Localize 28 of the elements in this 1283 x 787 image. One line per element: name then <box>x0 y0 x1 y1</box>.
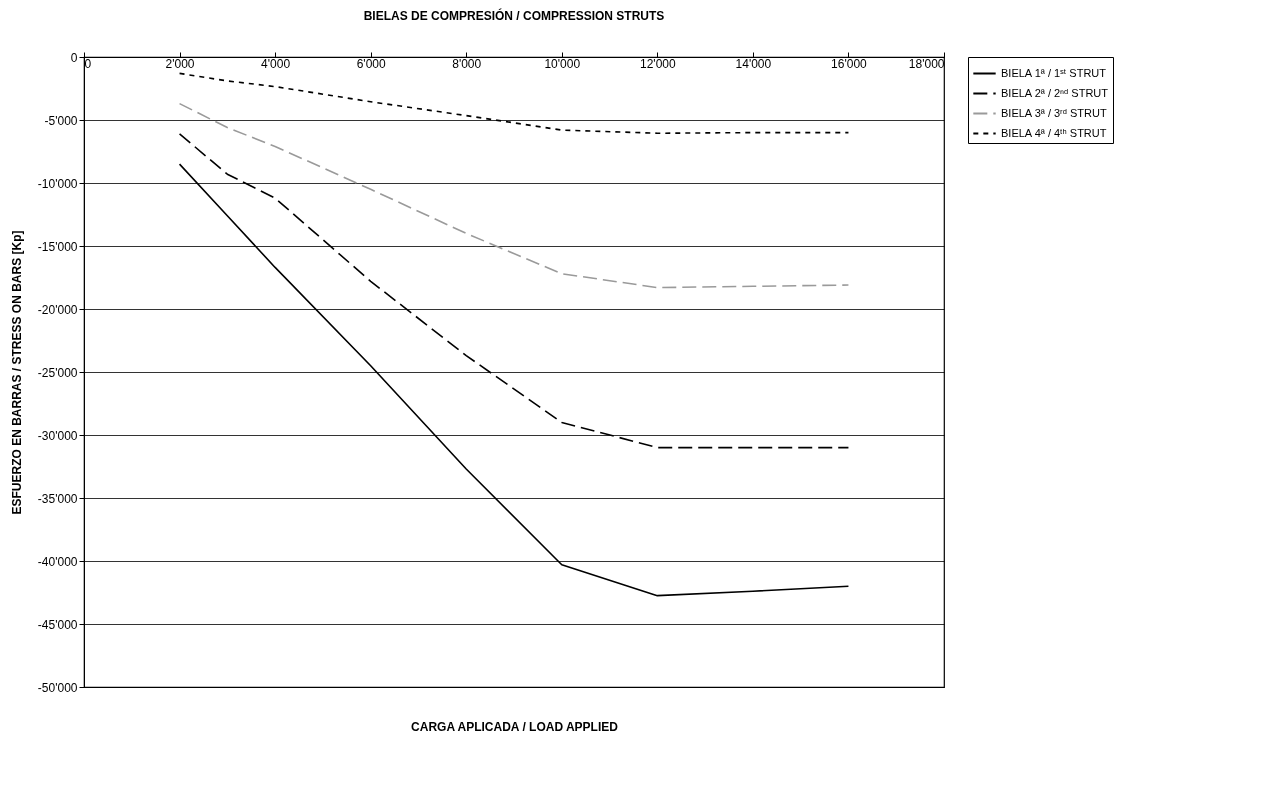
y-tick-label: -35'000 <box>37 491 78 506</box>
y-tick-label: -30'000 <box>37 428 78 443</box>
y-tick-label: -10'000 <box>37 176 78 191</box>
legend-label: BIELA 3ª / 3ʳᵈ STRUT <box>1001 106 1107 119</box>
legend-label: BIELA 1ª / 1ˢᵗ STRUT <box>1001 66 1107 79</box>
y-tick-label: -15'000 <box>37 239 78 254</box>
y-tick-label: -5'000 <box>44 113 78 128</box>
legend-label: BIELA 2ª / 2ⁿᵈ STRUT <box>1001 86 1109 99</box>
x-tick-label: 4'000 <box>261 56 291 71</box>
x-axis-title: CARGA APLICADA / LOAD APPLIED <box>411 719 619 734</box>
legend-label: BIELA 4ª / 4ᵗʰ STRUT <box>1001 126 1107 139</box>
x-tick-label: 0 <box>84 56 92 71</box>
y-tick-label: -45'000 <box>37 617 78 632</box>
y-tick-label: -40'000 <box>37 554 78 569</box>
x-tick-label: 6'000 <box>356 56 386 71</box>
x-tick-label: 18'000 <box>908 56 945 71</box>
x-tick-label: 14'000 <box>735 56 772 71</box>
y-tick-label: -20'000 <box>37 302 78 317</box>
chart-title: BIELAS DE COMPRESIÓN / COMPRESSION STRUTS <box>363 8 665 23</box>
x-tick-label: 10'000 <box>544 56 581 71</box>
line-series <box>178 102 850 289</box>
x-tick-label: 2'000 <box>165 56 195 71</box>
x-tick-label: 16'000 <box>831 56 868 71</box>
y-tick-label: -25'000 <box>37 365 78 380</box>
y-axis-title: ESFUERZO EN BARRAS / STRESS ON BARS [Kp] <box>9 230 24 515</box>
x-tick-label: 12'000 <box>640 56 676 71</box>
y-tick-label: -50'000 <box>37 680 78 695</box>
x-tick-label: 8'000 <box>452 56 482 71</box>
